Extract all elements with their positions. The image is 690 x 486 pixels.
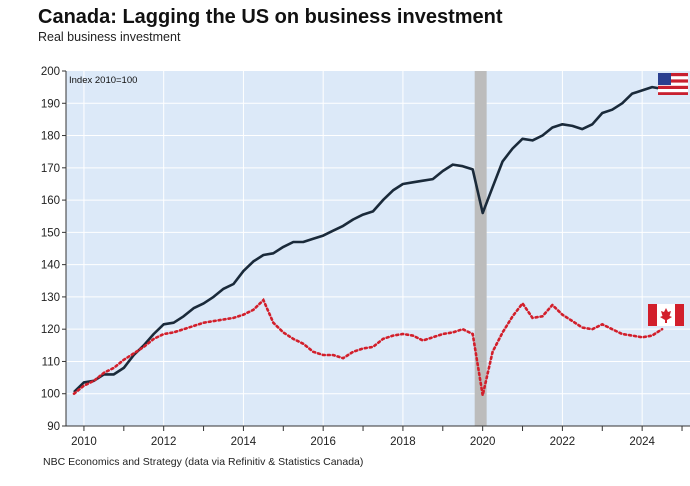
us-series-line	[73, 85, 663, 394]
y-tick-label: 170	[41, 163, 60, 175]
x-tick-label: 2014	[231, 436, 257, 448]
us-flag-icon	[658, 73, 688, 95]
y-tick-label: 120	[41, 324, 60, 336]
y-tick-label: 190	[41, 98, 60, 110]
y-tick-label: 200	[41, 66, 60, 78]
x-tick-label: 2022	[550, 436, 576, 448]
x-tick-label: 2010	[71, 436, 97, 448]
y-tick-label: 160	[41, 195, 60, 207]
y-tick-label: 140	[41, 260, 60, 272]
y-tick-label: 150	[41, 227, 60, 239]
index-annotation: Index 2010=100	[69, 75, 137, 86]
y-tick-label: 180	[41, 131, 60, 143]
canada-flag-icon	[648, 304, 684, 326]
x-tick-label: 2020	[470, 436, 496, 448]
y-tick-label: 110	[42, 356, 60, 368]
y-tick-label: 100	[41, 389, 60, 401]
chart-subtitle: Real business investment	[38, 30, 181, 44]
x-tick-label: 2024	[629, 436, 655, 448]
plot-area	[66, 71, 690, 426]
y-tick-label: 90	[47, 421, 60, 433]
source-note: NBC Economics and Strategy (data via Ref…	[43, 456, 364, 468]
x-tick-label: 2018	[390, 436, 416, 448]
recession-shading	[474, 71, 487, 426]
x-tick-label: 2012	[151, 436, 177, 448]
canada-series-line	[72, 297, 664, 396]
chart-title: Canada: Lagging the US on business inves…	[38, 6, 503, 28]
y-tick-label: 130	[41, 292, 60, 304]
x-tick-label: 2016	[310, 436, 336, 448]
